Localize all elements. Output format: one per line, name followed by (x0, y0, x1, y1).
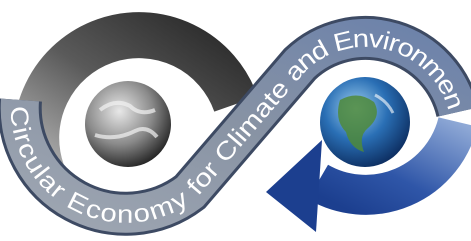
gray-globe (85, 81, 171, 167)
logo: Circular Economy for Climate and Environ… (0, 0, 471, 241)
arrow-head (266, 140, 322, 232)
